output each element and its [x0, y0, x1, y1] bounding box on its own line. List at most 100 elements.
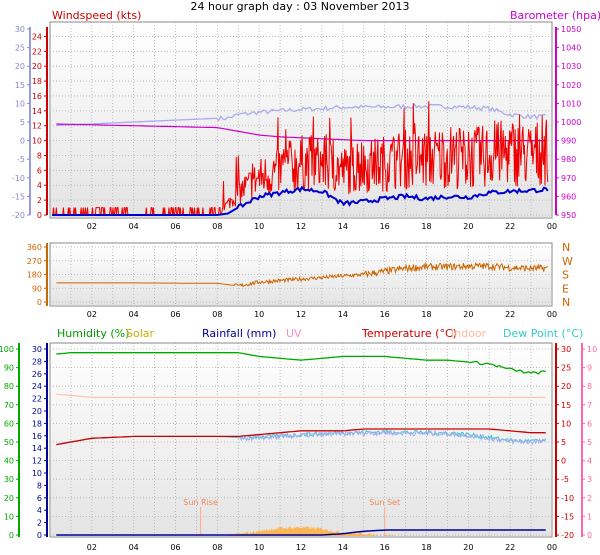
compass-label: N: [562, 241, 570, 254]
wind-outer-axis-tick-label: 25: [15, 44, 25, 53]
humidity-axis-tick-label: 10: [4, 512, 14, 521]
legend-dewpoint: Dew Point (°C): [503, 327, 583, 340]
temperature-axis-tick-label: 10: [561, 419, 571, 428]
direction-panel-time-tick-label: 10: [254, 310, 264, 319]
humidity-axis-tick-label: 40: [4, 457, 14, 466]
legend-solar: Solar: [126, 327, 155, 340]
wind-panel-time-tick-label: 00: [547, 222, 557, 231]
uv-axis-tick-label: 3: [587, 475, 592, 484]
direction-axis-tick-label: 270: [27, 257, 42, 266]
legend-uv: UV: [286, 327, 302, 340]
wind-left-axis-tick-label: 22: [32, 47, 42, 56]
climate-panel-time-tick-label: 04: [129, 543, 139, 552]
direction-panel-time-tick-label: 06: [170, 310, 180, 319]
climate-panel-time-tick-label: 14: [338, 543, 348, 552]
direction-panel-time-tick-label: 04: [129, 310, 139, 319]
chart-layers: -20-15-10-505101520253002468101214161820…: [0, 21, 597, 552]
compass-label: S: [562, 269, 569, 282]
humidity-line: [56, 352, 546, 375]
uv-axis-tick-label: 4: [587, 457, 592, 466]
sunset-label: Sun Set: [369, 498, 400, 507]
legend-indoor: Indoor: [451, 327, 487, 340]
humidity-axis-tick-label: 20: [4, 494, 14, 503]
rain-axis-tick-label: 16: [32, 432, 42, 441]
rain-axis-tick-label: 6: [37, 494, 42, 503]
rain-axis-tick-label: 4: [37, 506, 42, 515]
rain-axis-tick-label: 28: [32, 357, 42, 366]
wind-left-axis-tick-label: 24: [32, 32, 42, 41]
wind-outer-axis-tick-label: 10: [15, 99, 25, 108]
rain-axis-tick-label: 18: [32, 419, 42, 428]
wind-outer-axis-tick-label: -15: [12, 192, 25, 201]
climate-panel-time-tick-label: 10: [254, 543, 264, 552]
direction-panel-time-tick-label: 22: [505, 310, 515, 319]
wind-outer-axis-tick-label: 0: [20, 137, 25, 146]
humidity-axis-tick-label: 100: [0, 345, 14, 354]
temperature-trace-line: [56, 102, 546, 127]
uv-axis-tick-label: 7: [587, 401, 592, 410]
temperature-axis-tick-label: 25: [561, 364, 571, 373]
barometer-axis-tick-label: 1040: [561, 44, 581, 53]
uv-axis-tick-label: 0: [587, 531, 592, 540]
barometer-axis-tick-label: 1050: [561, 25, 581, 34]
rain-axis-tick-label: 24: [32, 382, 42, 391]
wind-panel-time-tick-label: 02: [87, 222, 97, 231]
wind-panel-time-tick-label: 18: [421, 222, 431, 231]
wind-panel-time-tick-label: 06: [170, 222, 180, 231]
graph-title: 24 hour graph day : 03 November 2013: [190, 0, 409, 13]
direction-panel-time-tick-label: 18: [421, 310, 431, 319]
wind-panel-time-tick-label: 16: [380, 222, 390, 231]
wind-left-axis-tick-label: 0: [37, 211, 42, 220]
humidity-axis-tick-label: 50: [4, 438, 14, 447]
temperature-line: [56, 428, 546, 446]
humidity-axis-tick-label: 70: [4, 401, 14, 410]
rain-axis-tick-label: 0: [37, 531, 42, 540]
climate-panel-time-tick-label: 18: [421, 543, 431, 552]
climate-panel-time-tick-label: 06: [170, 543, 180, 552]
uv-axis-tick-label: 2: [587, 494, 592, 503]
climate-panel-time-tick-label: 08: [212, 543, 222, 552]
wind-outer-axis-tick-label: -5: [17, 155, 25, 164]
barometer-axis-tick-label: 960: [561, 192, 576, 201]
humidity-axis-tick-label: 90: [4, 364, 14, 373]
legend-rainfall: Rainfall (mm): [202, 327, 276, 340]
rain-axis-tick-label: 30: [32, 345, 42, 354]
climate-panel-time-tick-label: 00: [547, 543, 557, 552]
climate-panel-time-tick-label: 22: [505, 543, 515, 552]
barometer-axis-tick-label: 1020: [561, 81, 581, 90]
temperature-axis-tick-label: 15: [561, 401, 571, 410]
legend-barometer: Barometer (hpa): [510, 9, 600, 22]
rain-axis-tick-label: 20: [32, 407, 42, 416]
rain-axis-tick-label: 14: [32, 444, 42, 453]
barometer-axis-tick-label: 1000: [561, 118, 581, 127]
direction-axis-tick-label: 0: [37, 298, 42, 307]
solar-area: [227, 526, 396, 536]
wind-left-axis-tick-label: 2: [37, 196, 42, 205]
legend-humidity: Humidity (%): [57, 327, 129, 340]
indoor-line: [56, 393, 546, 398]
wind-panel-time-tick-label: 08: [212, 222, 222, 231]
temperature-axis-tick-label: -5: [561, 475, 569, 484]
barometer-axis-tick-label: 970: [561, 174, 576, 183]
uv-axis-tick-label: 9: [587, 364, 592, 373]
wind-left-axis-tick-label: 18: [32, 77, 42, 86]
direction-axis-tick-label: 90: [32, 284, 42, 293]
barometer-axis-tick-label: 980: [561, 155, 576, 164]
wind-outer-axis-tick-label: -20: [12, 211, 25, 220]
rain-axis-tick-label: 22: [32, 395, 42, 404]
temperature-axis-tick-label: 20: [561, 382, 571, 391]
barometer-axis-tick-label: 990: [561, 137, 576, 146]
compass-label: E: [562, 282, 569, 295]
wind-panel-time-tick-label: 10: [254, 222, 264, 231]
wind-outer-axis-tick-label: 20: [15, 62, 25, 71]
legend-temperature: Temperature (°C): [361, 327, 457, 340]
wind-outer-axis-tick-label: -10: [12, 174, 25, 183]
wind-left-axis-tick-label: 8: [37, 151, 42, 160]
wind-left-axis-tick-label: 16: [32, 92, 42, 101]
temperature-axis-tick-label: -20: [561, 531, 574, 540]
climate-panel-time-tick-label: 02: [87, 543, 97, 552]
legend-windspeed: Windspeed (kts): [52, 9, 141, 22]
direction-axis-tick-label: 180: [27, 271, 42, 280]
